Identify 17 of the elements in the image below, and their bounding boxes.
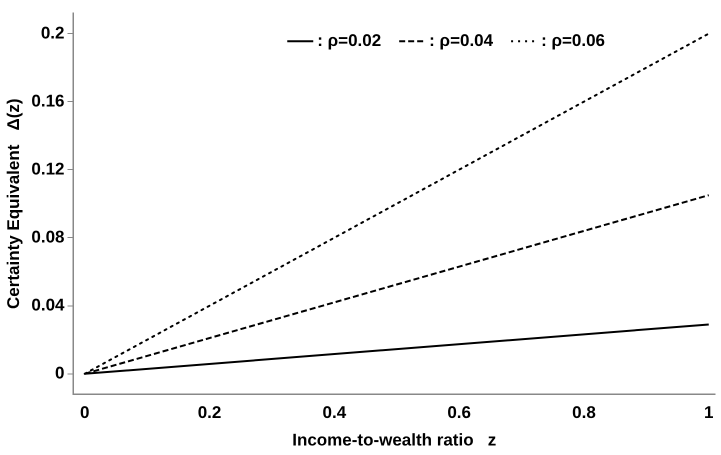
y-tick-label: 0.04 — [31, 295, 66, 314]
y-tick-label: 0.08 — [31, 227, 64, 246]
x-tick-label: 1 — [704, 403, 714, 422]
x-tick-label: 0.8 — [572, 403, 596, 422]
legend-label: : ρ=0.06 — [541, 30, 606, 50]
x-tick-label: 0 — [80, 403, 90, 422]
x-tick-label: 0.4 — [322, 403, 347, 422]
legend-label: : ρ=0.02 — [317, 30, 382, 50]
y-tick-label: 0.16 — [31, 91, 64, 110]
x-tick-label: 0.2 — [198, 403, 222, 422]
x-axis-title: Income-to-wealth ratio z — [292, 430, 496, 450]
x-tick-label: 0.6 — [447, 403, 471, 422]
y-tick-label: 0 — [55, 363, 64, 382]
y-tick-label: 0.2 — [40, 23, 64, 42]
legend-label: : ρ=0.04 — [429, 30, 494, 50]
y-axis-title: Certainty Equivalent Δ(z) — [4, 98, 23, 309]
y-tick-label: 0.12 — [31, 159, 64, 178]
